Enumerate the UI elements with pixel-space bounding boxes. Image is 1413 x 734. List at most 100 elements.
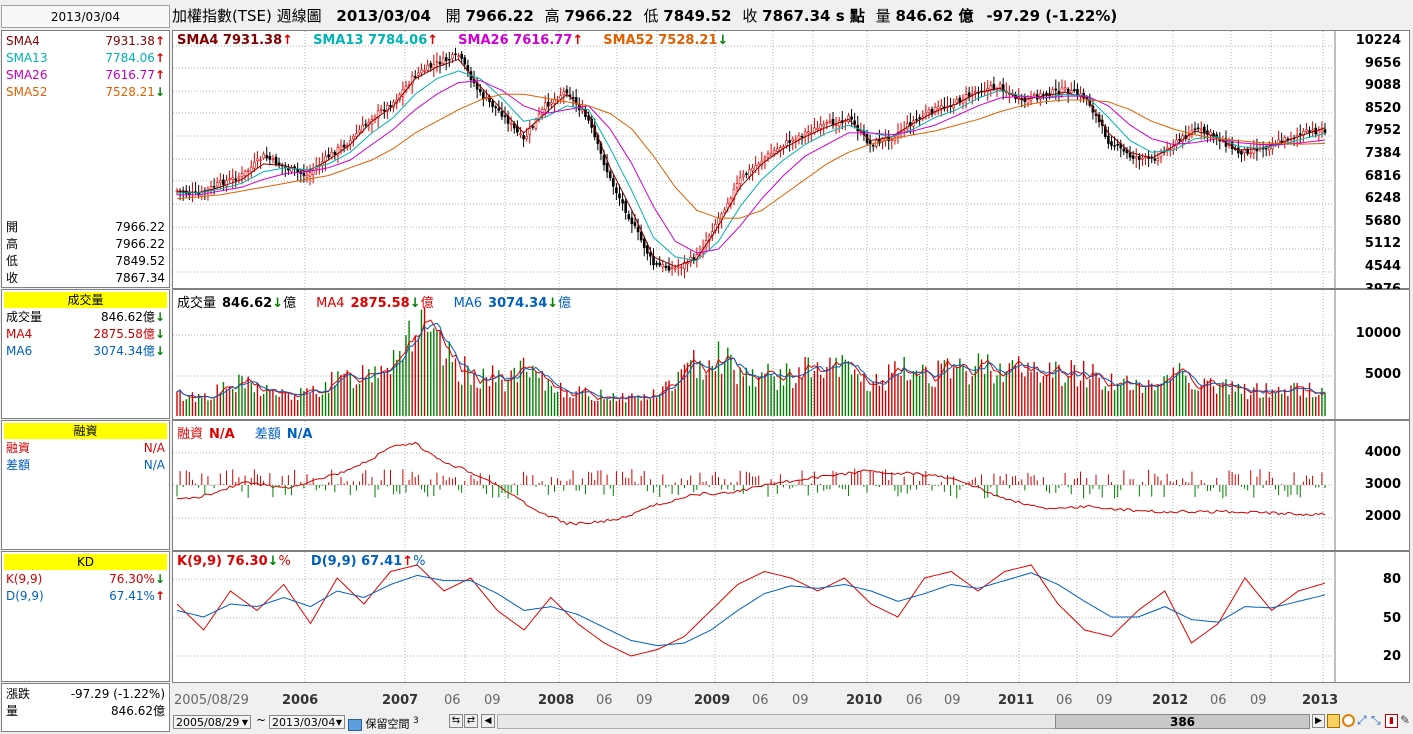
dropdown-arrow-icon: ▼ [241, 718, 248, 727]
candle-body [1122, 148, 1126, 152]
chart-type-icon[interactable]: ▮ [1385, 714, 1398, 728]
info-label: 高 [6, 237, 19, 251]
scrollbar-thumb[interactable]: 386 [1055, 714, 1310, 729]
info-value: 76.30%↓ [109, 572, 165, 586]
info-label: 量 [6, 704, 19, 718]
candle-body [265, 155, 269, 159]
margin-title: 融資 [4, 423, 167, 439]
x-tick-label: 06 [906, 693, 923, 708]
candle-body [503, 115, 507, 118]
x-tick-label: 06 [1056, 693, 1073, 708]
clock-icon[interactable] [1342, 714, 1355, 727]
scroll-left-icon[interactable]: ◀ [481, 714, 495, 728]
zoom-in-icon[interactable]: ⇄ [464, 714, 478, 728]
candle-body [776, 148, 779, 152]
k-line [176, 564, 1326, 657]
candle-body [847, 115, 850, 122]
candle-body [918, 117, 921, 119]
candle-body [1283, 137, 1287, 144]
candle-body [658, 262, 662, 266]
candle-body [478, 88, 482, 93]
info-value: 846.62億 [111, 704, 165, 718]
info-value: N/A [143, 458, 165, 472]
candle-body [1277, 139, 1280, 144]
volume-ma4-line [176, 319, 1326, 401]
candle-body [745, 173, 748, 175]
candle-body [800, 136, 804, 138]
legend-text: 3074.34 [488, 296, 548, 311]
x-tick-label: 06 [1210, 693, 1227, 708]
candle-body [237, 176, 241, 179]
legend-suffix: % [413, 554, 426, 569]
keep-space-button[interactable]: 保留空間 3 [348, 712, 419, 731]
y-tick-label: 4000 [1364, 445, 1401, 460]
keep-space-count: 3 [413, 716, 419, 726]
candle-body [992, 83, 996, 90]
info-label: 融資 [6, 441, 31, 455]
high-value: 7966.22 [564, 7, 633, 25]
y-tick-label: 20 [1382, 649, 1401, 664]
zoom-out-icon[interactable]: ⇆ [449, 714, 463, 728]
info-label: SMA4 [6, 34, 40, 48]
x-tick-label: 2007 [382, 693, 419, 708]
calendar-icon[interactable] [1327, 714, 1340, 728]
candle-body [435, 60, 439, 63]
info-value: -97.29 (-1.22%) [70, 687, 165, 701]
candle-body [386, 104, 389, 112]
shrink-icon[interactable]: ⤡ [1371, 713, 1381, 727]
candle-body [738, 177, 742, 185]
candle-body [1104, 126, 1107, 138]
y-tick-label: 5112 [1364, 236, 1401, 252]
candle-body [543, 102, 547, 110]
arrow-up-icon: ↑ [154, 34, 165, 48]
candle-body [819, 124, 822, 129]
candle-body [608, 171, 612, 179]
scroll-right-icon[interactable]: ▶ [1312, 714, 1325, 728]
expand-icon[interactable]: ⤢ [1357, 713, 1367, 727]
info-value: 846.62億↓ [100, 310, 165, 324]
candle-body [1252, 149, 1256, 154]
arrow-up-icon: ↑ [402, 554, 414, 569]
info-row: SMA4 7931.38↑ [2, 33, 169, 50]
info-row: D(9,9) 67.41%↑ [2, 588, 169, 605]
settings-icon[interactable]: ✎ [1400, 713, 1411, 727]
info-value: 7528.21↓ [105, 85, 165, 99]
x-tick-label: 2008 [538, 693, 575, 708]
volume-chart-panel[interactable]: 成交量 846.62↓億 MA4 2875.58↓億 MA6 3074.34↓億 1000… [172, 289, 1410, 420]
candle-body [636, 226, 640, 233]
candle-body [454, 53, 457, 56]
info-value: 7616.77↑ [105, 68, 165, 82]
low-label: 低 [643, 7, 659, 25]
start-date-select[interactable]: 2005/08/29 ▼ [173, 715, 251, 729]
candle-body [562, 91, 566, 96]
end-date-select[interactable]: 2013/03/04 ▼ [269, 715, 345, 729]
candle-body [215, 182, 219, 187]
info-row: 差額 N/A [2, 457, 169, 474]
candle-body [741, 174, 745, 178]
margin-chart [173, 421, 1336, 550]
arrow-down-icon: ↓ [547, 296, 559, 311]
info-value: 7849.52 [115, 254, 165, 268]
legend-suffix: 億 [420, 296, 434, 311]
candle-body [1305, 129, 1308, 132]
close-label: 收 [742, 7, 758, 25]
price-chart-panel[interactable]: SMA4 7931.38↑ SMA13 7784.06↑ SMA26 7616.77… [172, 30, 1410, 297]
legend-text: SMA13 7784.06 [313, 33, 428, 48]
legend-item: 差額 N/A [255, 427, 313, 442]
low-value: 7849.52 [663, 7, 732, 25]
arrow-down-icon: ↓ [409, 296, 421, 311]
legend-prefix: MA6 [453, 296, 483, 311]
kd-info-panel: KD K(9,9) 76.30%↓ D(9,9) 67.41%↑ [1, 551, 170, 682]
x-tick-label: 09 [1250, 693, 1267, 708]
candle-body [305, 174, 309, 178]
range-tilde: ~ [256, 713, 267, 727]
candle-body [1264, 147, 1268, 150]
kd-chart-panel[interactable]: K(9,9) 76.30↓% D(9,9) 67.41↑% 80 50 20 [172, 551, 1410, 683]
info-label: 漲跌 [6, 687, 31, 701]
candle-body [686, 262, 689, 265]
open-value: 7966.22 [465, 7, 534, 25]
candle-body [500, 111, 504, 117]
margin-chart-panel[interactable]: 融資 N/A 差額 N/A 4000 3000 2000 [172, 420, 1410, 551]
candle-body [871, 144, 875, 147]
legend-item: MA4 2875.58↓億 [316, 296, 434, 311]
